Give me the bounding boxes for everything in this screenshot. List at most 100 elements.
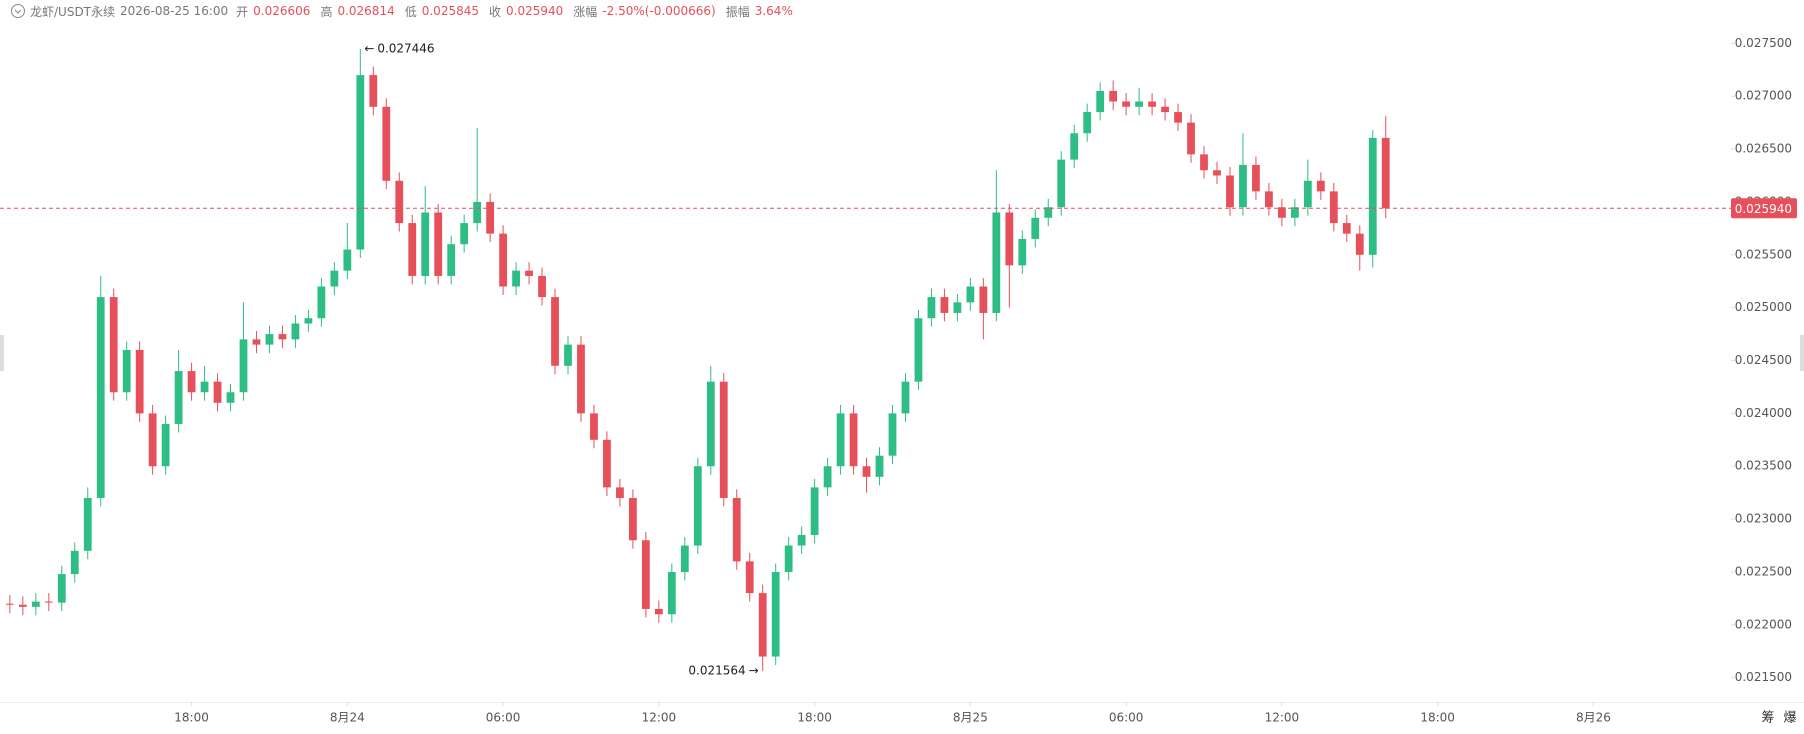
field-value: 0.026606 <box>253 4 311 18</box>
candle-body <box>1018 238 1027 266</box>
candle-body <box>304 318 313 324</box>
candle-body <box>719 381 728 498</box>
candle-body <box>823 466 832 488</box>
x-tick-label: 12:00 <box>1265 711 1300 725</box>
candle-body <box>512 270 520 287</box>
candle-body <box>564 344 572 366</box>
max-label: 0.027446 <box>377 42 434 56</box>
tool-button[interactable]: 筹 <box>1761 710 1774 726</box>
candle-body <box>1174 112 1182 123</box>
candle-body <box>96 297 105 498</box>
field-value: -2.50%(-0.000666) <box>602 4 716 18</box>
candle-body <box>1005 212 1014 266</box>
last-price-label: 0.025940 <box>1735 202 1792 216</box>
candle-body <box>252 339 261 345</box>
field-label: 涨幅 <box>573 4 598 19</box>
candle-body <box>616 487 624 498</box>
candle-body <box>1109 90 1118 102</box>
candle-body <box>1342 223 1351 234</box>
candle-body <box>629 497 637 541</box>
candle-body <box>31 601 40 607</box>
y-tick-label: 0.025500 <box>1735 247 1792 261</box>
y-tick-label: 0.027500 <box>1735 36 1792 50</box>
candle-body <box>70 550 79 575</box>
x-tick-label: 8月26 <box>1576 711 1611 725</box>
candle-body <box>135 349 144 414</box>
header: 龙虾/USDT永续 2026-08-25 16:00 开 0.026606 高 0.0… <box>0 0 803 22</box>
candle-body <box>1239 164 1247 208</box>
candle-body <box>265 334 274 345</box>
candle-body <box>356 75 365 250</box>
field-value: 0.026814 <box>337 4 395 18</box>
candle-body <box>57 574 66 603</box>
candle-body <box>979 286 988 313</box>
candle-body <box>992 212 1001 313</box>
tool-button[interactable]: 爆 <box>1783 711 1796 726</box>
y-tick-label: 0.023500 <box>1735 459 1792 473</box>
candle-body <box>577 344 585 414</box>
x-tick-label: 06:00 <box>486 711 521 725</box>
candle-body <box>888 413 897 456</box>
candle-body <box>1187 122 1195 155</box>
candle-body <box>1122 101 1131 107</box>
candle-body <box>460 223 469 245</box>
min-arrow: → <box>749 663 759 677</box>
candle-body <box>603 439 611 488</box>
candle-body <box>551 297 559 366</box>
candle-body <box>693 466 702 546</box>
candle-body <box>291 323 300 340</box>
candle-body <box>447 244 456 276</box>
candle-body <box>1213 170 1221 176</box>
candle-body <box>797 534 806 546</box>
candle-body <box>499 233 507 287</box>
candle-body <box>1355 233 1364 255</box>
menu-icon[interactable] <box>0 0 30 22</box>
candle-body <box>1329 191 1338 224</box>
candle-body <box>1083 112 1092 134</box>
y-tick-label: 0.022500 <box>1735 564 1792 578</box>
candle-body <box>18 604 27 607</box>
candle-body <box>836 413 845 467</box>
candle-body <box>862 466 871 477</box>
candle-body <box>654 608 663 615</box>
candle-body <box>706 381 715 467</box>
candle-body <box>486 201 495 234</box>
y-tick-label: 0.024000 <box>1735 406 1792 420</box>
candle-body <box>382 106 391 181</box>
candle-body <box>473 201 482 224</box>
candle-body <box>1135 101 1144 107</box>
field-value: 3.64% <box>754 4 793 18</box>
candle-body <box>940 297 949 313</box>
field-value: 0.025940 <box>506 4 564 18</box>
candle-body <box>148 413 157 467</box>
candle-body <box>1200 154 1208 171</box>
candle-body <box>1316 180 1325 192</box>
candle-body <box>901 381 910 414</box>
time: 2026-08-25 16:00 <box>120 4 229 18</box>
candle-body <box>44 601 53 603</box>
candle-body <box>680 545 689 572</box>
candle-body <box>849 413 858 467</box>
field-label: 低 <box>404 4 417 19</box>
y-tick-label: 0.021500 <box>1735 670 1792 684</box>
max-arrow: ← <box>364 42 374 56</box>
candle-body <box>784 545 793 572</box>
candle-body <box>5 603 14 605</box>
candle-body <box>174 371 183 424</box>
candle-body <box>525 270 533 276</box>
side-tab <box>0 335 4 371</box>
candle-body <box>421 212 430 276</box>
x-tick-label: 18:00 <box>797 711 832 725</box>
candle-body <box>1161 106 1169 113</box>
candle-body <box>1148 101 1156 107</box>
candle-body <box>953 302 962 313</box>
last-price-box <box>1731 198 1797 219</box>
y-tick-label: 0.027000 <box>1735 89 1792 103</box>
candle-body <box>83 497 92 551</box>
candle-body <box>590 413 598 440</box>
candle-body <box>343 249 352 271</box>
candle-body <box>434 212 443 276</box>
min-label: 0.021564 <box>688 663 745 677</box>
candle-body <box>1381 137 1390 209</box>
